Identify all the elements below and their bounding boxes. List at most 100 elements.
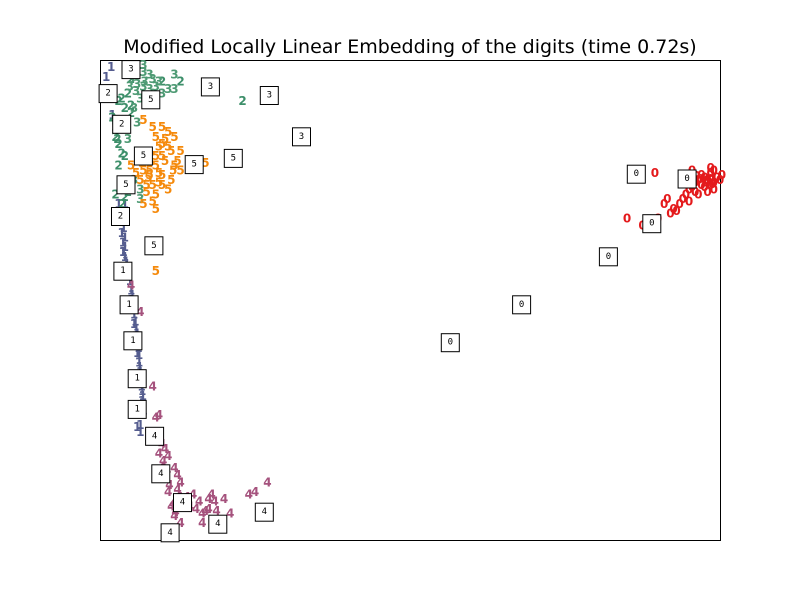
digit-point-0: 0 [696,172,704,186]
digit-point-4: 4 [170,461,178,475]
thumbnail-box [127,369,147,389]
digit-point-1: 1 [135,348,143,362]
digit-thumbnail-3: 3 [200,77,220,97]
digit-thumbnail-3: 3 [259,86,279,105]
thumbnail-glyph: 5 [191,160,196,170]
digit-point-4: 4 [155,447,163,461]
digit-thumbnail-4: 4 [208,514,228,534]
digit-point-0: 0 [703,185,711,199]
digit-point-1: 1 [138,384,146,398]
thumbnail-box [133,146,153,166]
digit-thumbnail-1: 1 [127,399,147,419]
thumbnail-box [642,214,662,234]
digit-point-5: 5 [170,159,178,173]
digit-point-5: 5 [164,183,172,197]
digit-point-4: 4 [173,483,181,497]
digit-point-4: 4 [152,411,160,425]
digit-point-5: 5 [152,187,160,201]
digit-point-2: 2 [114,94,122,108]
digit-point-0: 0 [697,178,705,192]
digit-point-5: 5 [164,139,172,153]
digit-thumbnail-1: 1 [119,295,139,315]
digit-thumbnail-5: 5 [223,148,243,168]
digit-point-5: 5 [144,171,152,185]
digit-point-1: 1 [136,418,144,432]
thumbnail-glyph: 1 [134,374,139,384]
digit-thumbnail-4: 4 [145,426,165,446]
digit-point-2: 2 [114,137,122,151]
thumbnail-box [254,502,274,522]
digit-point-4: 4 [195,495,203,509]
digit-thumbnail-0: 0 [440,333,460,353]
digit-point-0: 0 [702,174,710,188]
digit-point-0: 0 [703,173,711,187]
digit-point-5: 5 [152,202,160,216]
digit-thumbnail-4: 4 [160,523,180,543]
digit-thumbnail-5: 5 [144,236,164,256]
thumbnail-glyph: 4 [180,498,185,508]
thumbnail-glyph: 0 [448,338,453,348]
thumbnail-box [116,175,136,195]
digit-point-4: 4 [165,478,173,492]
digit-point-3: 3 [132,84,140,98]
digit-point-5: 5 [155,175,163,189]
digit-point-4: 4 [127,279,135,293]
digit-point-3: 3 [133,77,141,91]
digit-point-0: 0 [669,202,677,216]
digit-point-2: 2 [121,101,129,115]
digit-point-3: 3 [152,79,160,93]
digit-point-4: 4 [192,502,200,516]
thumbnail-box [440,333,460,353]
digit-point-3: 3 [139,79,147,93]
digit-point-5: 5 [161,154,169,168]
digit-point-1: 1 [121,240,129,254]
digit-point-1: 1 [122,255,130,269]
digit-point-5: 5 [152,130,160,144]
digit-point-2: 2 [238,94,246,108]
digit-point-2: 2 [124,87,132,101]
digit-point-0: 0 [716,173,724,187]
digit-thumbnail-3: 3 [121,60,141,80]
thumbnail-box [626,164,646,184]
thumbnail-glyph: 5 [231,153,236,163]
thumbnail-box [123,331,143,351]
digit-point-1: 1 [139,389,147,403]
thumbnail-box [127,399,147,419]
digit-thumbnail-0: 0 [512,295,532,315]
digit-thumbnail-5: 5 [141,90,161,110]
digit-point-3: 3 [139,58,147,72]
digit-point-5: 5 [167,173,175,187]
digit-point-0: 0 [702,175,710,189]
thumbnail-glyph: 4 [262,507,267,517]
digit-point-5: 5 [158,178,166,192]
thumbnail-glyph: 4 [152,431,157,441]
digit-point-5: 5 [142,185,150,199]
thumbnail-glyph: 3 [267,91,272,101]
digit-thumbnail-5: 5 [133,146,153,166]
digit-point-4: 4 [189,487,197,501]
digit-point-3: 3 [127,72,135,86]
thumbnail-glyph: 1 [130,336,135,346]
digit-point-4: 4 [198,507,206,521]
digit-point-5: 5 [158,137,166,151]
digit-point-5: 5 [176,144,184,158]
thumbnail-glyph: 3 [128,65,133,75]
digit-point-1: 1 [133,346,141,360]
digit-point-3: 3 [149,72,157,86]
digit-point-0: 0 [700,171,708,185]
digit-thumbnail-2: 2 [98,84,118,104]
digit-thumbnail-3: 3 [292,127,311,147]
digit-point-4: 4 [164,485,172,499]
digit-thumbnail-5: 5 [116,175,136,195]
digit-point-5: 5 [152,149,160,163]
thumbnail-glyph: 3 [208,82,213,92]
digit-thumbnail-4: 4 [151,464,171,484]
digit-point-1: 1 [136,360,144,374]
thumbnail-box [292,127,311,147]
digit-thumbnail-4: 4 [254,502,274,522]
digit-point-0: 0 [707,161,715,175]
digit-point-5: 5 [139,197,147,211]
digit-point-2: 2 [111,130,119,144]
digit-point-2: 2 [176,75,184,89]
